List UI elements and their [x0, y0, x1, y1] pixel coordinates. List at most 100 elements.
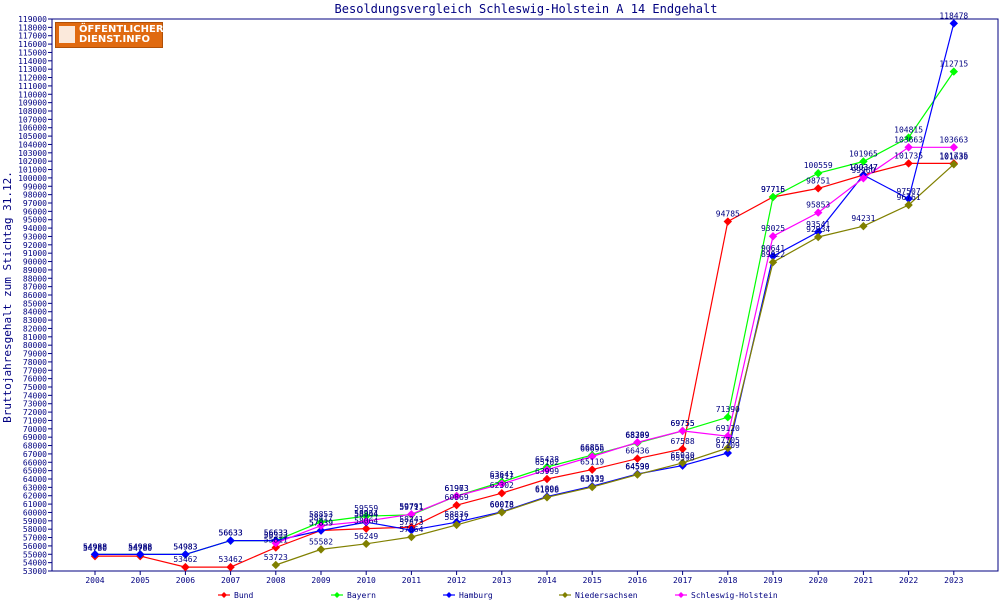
y-tick-label: 57000 — [23, 534, 47, 543]
x-tick-label: 2020 — [809, 576, 828, 585]
y-tick-label: 83000 — [23, 316, 47, 325]
data-label-schleswig-holstein: 63417 — [490, 472, 514, 481]
y-tick-label: 106000 — [18, 124, 47, 133]
data-label-hamburg: 90641 — [761, 244, 785, 253]
data-point-schleswig-holstein — [859, 174, 868, 183]
data-point-schleswig-holstein — [587, 452, 597, 461]
y-tick-label: 82000 — [23, 324, 47, 333]
data-label-schleswig-holstein: 93025 — [761, 224, 785, 233]
logo: ÖFFENTLICHER DIENST.INFO — [55, 22, 164, 48]
data-point-hamburg — [723, 448, 733, 458]
data-label-schleswig-holstein: 59791 — [399, 502, 423, 511]
legend-label-schleswig-holstein: Schleswig-Holstein — [691, 591, 778, 600]
data-label-schleswig-holstein: 65102 — [535, 458, 559, 467]
x-tick-label: 2013 — [492, 576, 511, 585]
data-label-bayern: 66855 — [580, 443, 604, 452]
data-label-hamburg: 64599 — [625, 462, 649, 471]
y-tick-label: 53000 — [23, 567, 47, 576]
data-point-niedersachsen — [497, 508, 507, 517]
data-label-hamburg: 67109 — [716, 441, 740, 450]
y-tick-label: 96000 — [23, 207, 47, 216]
data-point-bund — [226, 562, 235, 572]
y-tick-label: 93000 — [23, 232, 47, 241]
data-point-bayern — [949, 67, 959, 76]
data-label-hamburg: 54988 — [128, 542, 152, 551]
data-label-schleswig-holstein: 56333 — [264, 531, 288, 540]
data-label-bund: 100347 — [849, 163, 878, 172]
data-label-bayern: 100559 — [804, 161, 833, 170]
y-tick-label: 74000 — [23, 391, 47, 400]
legend: Bund Bayern Hamburg Niedersachsen Schleswig-… — [218, 591, 778, 600]
x-tick-label: 2018 — [718, 576, 737, 585]
data-point-niedersachsen — [633, 470, 642, 479]
data-label-schleswig-holstein: 99960 — [851, 166, 875, 175]
series-line-bayern — [95, 71, 955, 556]
data-label-bayern: 59711 — [399, 503, 423, 512]
y-tick-label: 63000 — [23, 483, 47, 492]
data-label-bund: 94785 — [716, 210, 740, 219]
x-tick-label: 2022 — [899, 576, 918, 585]
data-point-niedersachsen — [452, 520, 461, 530]
x-tick-label: 2019 — [763, 576, 782, 585]
y-tick-label: 115000 — [18, 48, 47, 57]
data-label-hamburg: 60078 — [490, 500, 514, 509]
legend-marker-bund — [221, 592, 227, 598]
y-tick-label: 107000 — [18, 115, 47, 124]
data-point-bayern — [859, 157, 868, 166]
data-point-schleswig-holstein — [542, 465, 552, 474]
data-label-bayern: 54983 — [173, 542, 197, 551]
data-label-bund: 55811 — [264, 535, 288, 544]
data-label-bund: 66436 — [625, 447, 649, 456]
legend-label-hamburg: Hamburg — [459, 591, 493, 600]
data-point-bund — [904, 159, 913, 168]
x-tick-label: 2007 — [221, 576, 240, 585]
y-tick-label: 72000 — [23, 408, 47, 417]
y-tick-label: 114000 — [18, 57, 47, 66]
y-tick-label: 104000 — [18, 140, 47, 149]
x-tick-label: 2011 — [402, 576, 421, 585]
x-tick-label: 2017 — [673, 576, 692, 585]
y-tick-label: 67000 — [23, 450, 47, 459]
data-label-bund: 67588 — [671, 437, 695, 446]
data-label-bayern: 68299 — [625, 431, 649, 440]
data-label-bayern: 56633 — [264, 529, 288, 538]
y-tick-label: 90000 — [23, 258, 47, 267]
data-label-bayern: 63641 — [490, 470, 514, 479]
data-point-niedersachsen — [407, 532, 416, 542]
data-point-bayern — [723, 412, 733, 422]
data-label-schleswig-holstein: 69755 — [671, 419, 695, 428]
data-point-schleswig-holstein — [271, 538, 281, 548]
y-tick-label: 62000 — [23, 492, 47, 501]
data-point-niedersachsen — [859, 221, 868, 231]
legend-label-bund: Bund — [234, 591, 253, 600]
data-label-niedersachsen: 64530 — [625, 463, 649, 472]
data-labels: 54780 54780 53462 53462 55811 57839 58064 58241… — [83, 11, 968, 564]
data-point-hamburg — [135, 550, 145, 559]
data-point-bund — [813, 184, 823, 193]
data-point-bund — [361, 524, 371, 533]
y-tick-label: 97000 — [23, 199, 47, 208]
data-label-bayern: 61973 — [445, 484, 469, 493]
y-tick-label: 59000 — [23, 517, 47, 526]
data-point-niedersachsen — [271, 560, 281, 570]
data-label-hamburg: 56633 — [219, 529, 243, 538]
data-label-bund: 58241 — [399, 515, 423, 524]
y-tick-label: 75000 — [23, 383, 47, 392]
data-point-bund — [181, 562, 190, 572]
data-point-schleswig-holstein — [633, 438, 642, 447]
data-label-niedersachsen: 94231 — [851, 214, 875, 223]
data-point-bund — [271, 543, 281, 552]
y-tick-label: 85000 — [23, 299, 47, 308]
data-point-niedersachsen — [949, 160, 959, 169]
data-label-niedersachsen: 61808 — [535, 485, 559, 494]
data-point-schleswig-holstein — [768, 232, 778, 241]
data-label-hamburg: 58844 — [354, 510, 378, 519]
data-point-schleswig-holstein — [949, 143, 959, 152]
x-tick-label: 2014 — [537, 576, 556, 585]
y-axis-label: Bruttojahresgehalt zum Stichtag 31.12. — [1, 171, 14, 423]
data-label-hamburg: 63139 — [580, 474, 604, 483]
data-label-niedersachsen: 96761 — [897, 193, 921, 202]
data-label-schleswig-holstein: 58964 — [354, 509, 378, 518]
data-label-bund: 53462 — [219, 555, 243, 564]
y-tick-label: 101000 — [18, 166, 47, 175]
